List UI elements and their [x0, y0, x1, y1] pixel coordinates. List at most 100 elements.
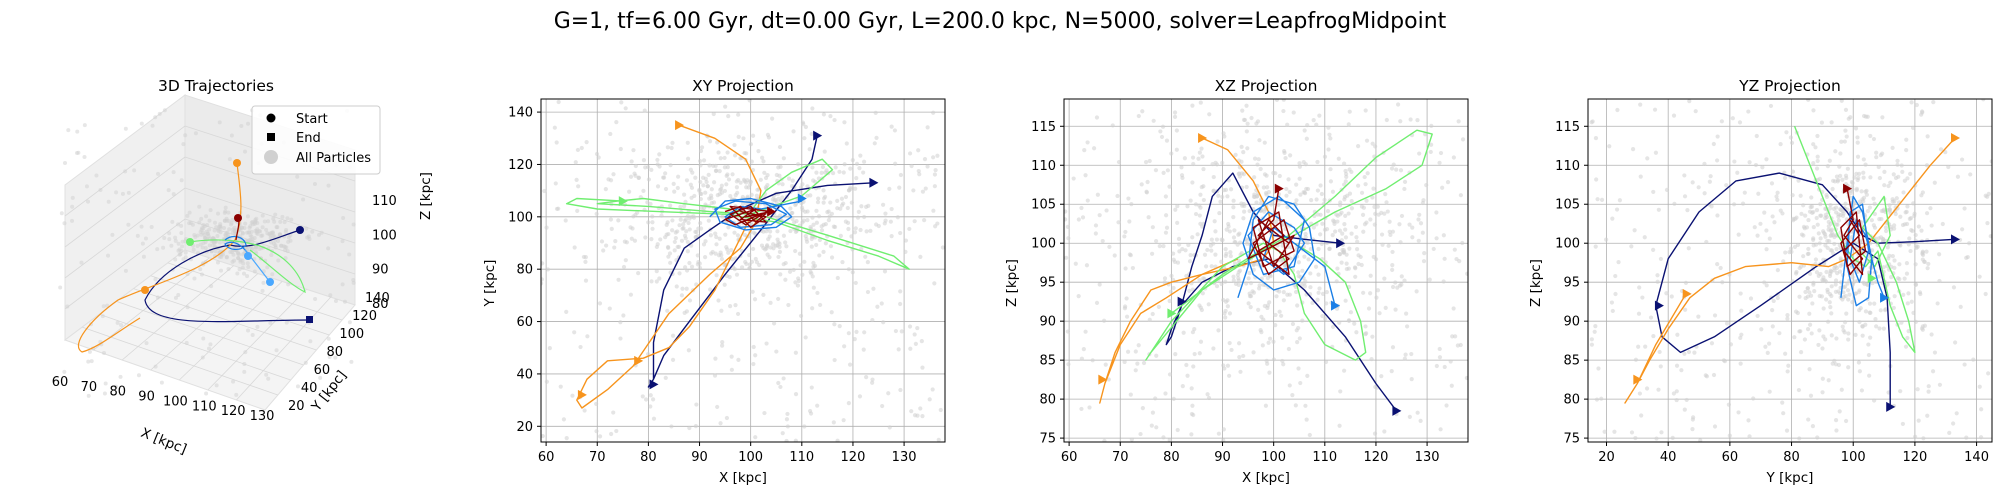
- particle-point: [1140, 109, 1145, 114]
- particle-point: [318, 375, 323, 380]
- particle-point: [1363, 108, 1368, 113]
- particle-point: [1836, 218, 1841, 223]
- particle-point: [668, 203, 673, 208]
- particle-point: [1282, 263, 1287, 268]
- particle-point: [1827, 206, 1833, 211]
- particle-point: [1124, 314, 1130, 319]
- particle-point: [246, 121, 251, 126]
- particle-point: [827, 214, 832, 219]
- particle-point: [240, 265, 245, 270]
- particle-point: [846, 188, 852, 193]
- particle-point: [1167, 298, 1172, 304]
- x-tick-label: 120: [1364, 450, 1389, 465]
- particle-point: [730, 172, 735, 177]
- particle-point: [1206, 395, 1212, 401]
- particle-point: [1244, 241, 1250, 246]
- particle-point: [351, 222, 356, 227]
- particle-point: [763, 185, 768, 190]
- particle-point: [684, 268, 690, 273]
- particle-point: [820, 164, 826, 170]
- particle-point: [1819, 294, 1824, 299]
- particle-point: [1898, 214, 1903, 219]
- particle-point: [659, 213, 664, 218]
- particle-point: [86, 393, 91, 398]
- particle-point: [780, 195, 785, 200]
- particle-point: [1219, 259, 1224, 264]
- particle-point: [1807, 311, 1812, 316]
- y-tick-label: 40: [516, 367, 533, 382]
- particle-point: [1690, 180, 1695, 185]
- particle-point: [1696, 185, 1701, 190]
- particle-point: [1833, 264, 1838, 269]
- particle-point: [1832, 234, 1837, 240]
- particle-point: [846, 331, 851, 336]
- particle-point: [1783, 250, 1788, 255]
- particle-point: [204, 214, 209, 219]
- direction-marker-5: [1682, 288, 1692, 299]
- particle-point: [541, 281, 544, 286]
- particle-point: [301, 197, 306, 202]
- particle-point: [223, 205, 228, 210]
- particle-point: [582, 408, 587, 413]
- particle-point: [1107, 244, 1112, 250]
- particle-point: [1393, 307, 1398, 312]
- y-tick-label: 120: [508, 158, 533, 173]
- particle-point: [1116, 159, 1122, 165]
- particle-point: [719, 308, 724, 313]
- particle-point: [1409, 377, 1414, 382]
- particle-point: [1177, 249, 1182, 254]
- particle-point: [732, 153, 738, 158]
- particle-point: [1364, 220, 1369, 225]
- particle-point: [1084, 263, 1090, 268]
- particle-point: [1307, 432, 1312, 438]
- particle-point: [1748, 296, 1754, 301]
- particle-point: [1198, 205, 1203, 210]
- particle-point: [1390, 229, 1396, 234]
- particle-point: [1209, 237, 1214, 242]
- particle-point: [1157, 244, 1162, 249]
- particle-point: [273, 212, 278, 217]
- particle-point: [623, 258, 628, 263]
- particle-point: [1277, 309, 1282, 314]
- particle-point: [1385, 209, 1390, 214]
- particle-point: [1767, 236, 1772, 241]
- y-tick-label: 75: [1039, 432, 1056, 447]
- particle-point: [648, 201, 653, 207]
- particle-point: [255, 324, 260, 329]
- particle-point: [1818, 236, 1823, 241]
- particle-point: [1176, 236, 1182, 242]
- particle-point: [636, 175, 641, 180]
- particle-point: [1954, 411, 1959, 416]
- particle-point: [856, 209, 861, 214]
- particle-point: [66, 128, 71, 133]
- particle-point: [1083, 329, 1088, 334]
- particle-point: [1767, 389, 1772, 394]
- particle-point: [1708, 174, 1713, 179]
- particle-point: [1294, 198, 1299, 203]
- particle-point: [754, 260, 760, 265]
- particle-point: [1867, 373, 1872, 378]
- particle-point: [898, 172, 904, 178]
- particle-point: [1808, 322, 1813, 327]
- particle-point: [1897, 262, 1902, 267]
- particle-point: [1097, 282, 1102, 287]
- particle-point: [1206, 302, 1211, 307]
- particle-point: [781, 156, 786, 161]
- particle-point: [1122, 359, 1127, 365]
- particle-point: [242, 369, 247, 374]
- particle-point: [1169, 273, 1174, 278]
- particle-point: [303, 360, 308, 365]
- particle-point: [1902, 276, 1907, 281]
- particle-point: [176, 292, 181, 297]
- particle-point: [114, 190, 119, 195]
- particle-point: [802, 424, 807, 429]
- particle-point: [155, 295, 160, 300]
- particle-point: [1217, 210, 1222, 216]
- particle-point: [822, 196, 827, 201]
- particle-point: [1286, 177, 1291, 182]
- particle-point: [1828, 248, 1833, 253]
- particle-point: [239, 225, 244, 230]
- particle-point: [1820, 346, 1825, 351]
- particle-point: [157, 111, 162, 116]
- particle-point: [1228, 254, 1233, 259]
